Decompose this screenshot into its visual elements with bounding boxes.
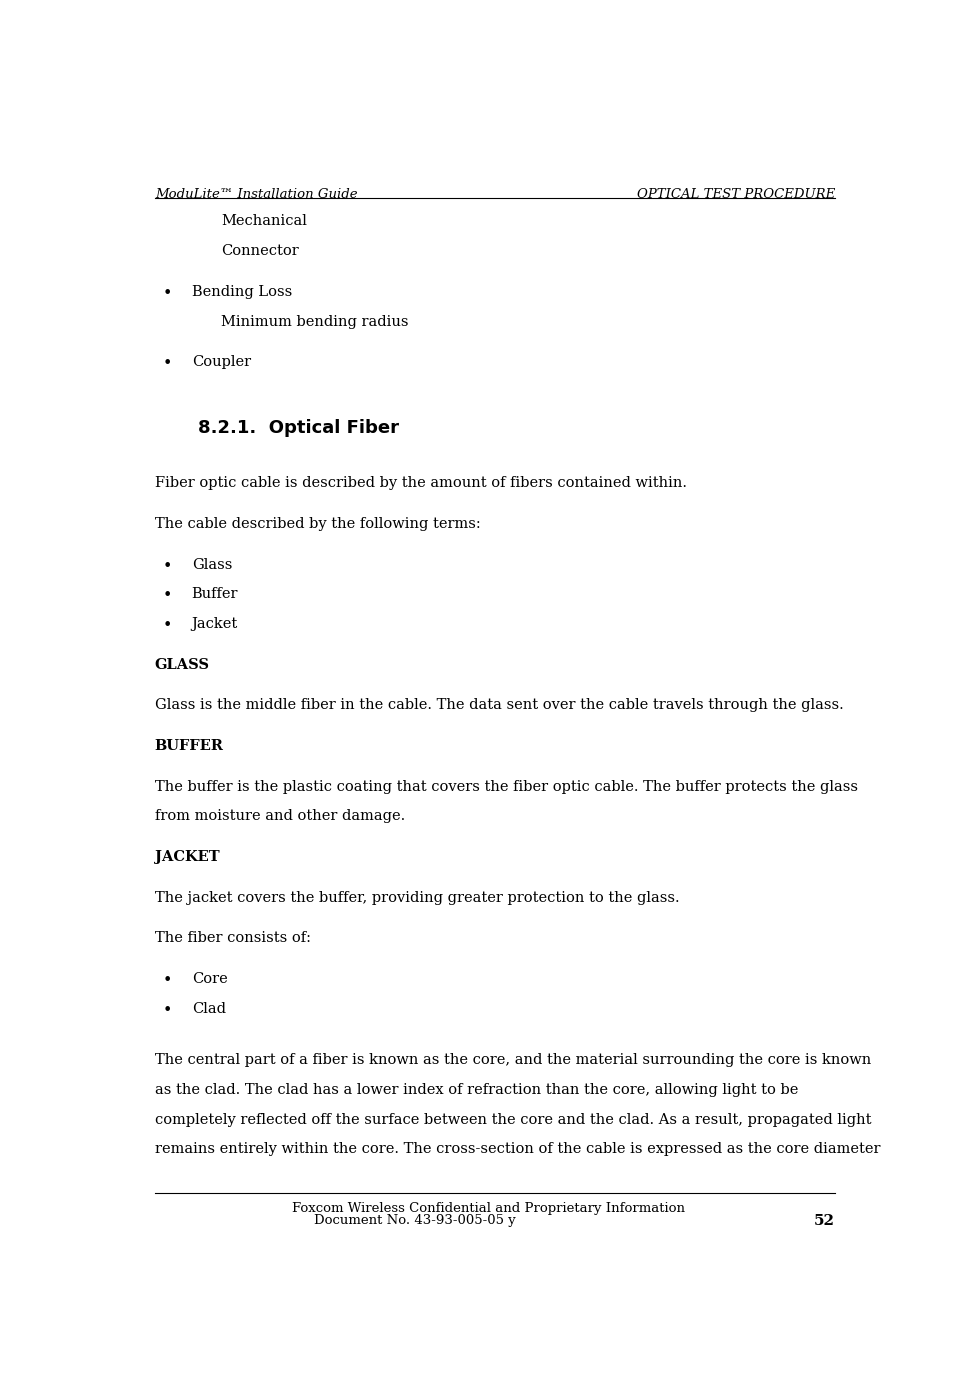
Text: Glass: Glass: [192, 557, 232, 571]
Text: OPTICAL TEST PROCEDURE: OPTICAL TEST PROCEDURE: [636, 187, 834, 201]
Text: 52: 52: [813, 1214, 834, 1228]
Text: The cable described by the following terms:: The cable described by the following ter…: [154, 517, 480, 531]
Text: •: •: [162, 557, 172, 575]
Text: ModuLite™ Installation Guide: ModuLite™ Installation Guide: [154, 187, 357, 201]
Text: Bending Loss: Bending Loss: [192, 284, 292, 299]
Text: Connector: Connector: [221, 244, 298, 258]
Text: •: •: [162, 355, 172, 373]
Text: •: •: [162, 972, 172, 988]
Text: Buffer: Buffer: [192, 588, 238, 602]
Text: as the clad. The clad has a lower index of refraction than the core, allowing li: as the clad. The clad has a lower index …: [154, 1082, 798, 1096]
Text: The jacket covers the buffer, providing greater protection to the glass.: The jacket covers the buffer, providing …: [154, 891, 679, 905]
Text: remains entirely within the core. The cross-section of the cable is expressed as: remains entirely within the core. The cr…: [154, 1142, 880, 1156]
Text: GLASS: GLASS: [154, 658, 210, 672]
Text: Minimum bending radius: Minimum bending radius: [221, 315, 408, 328]
Text: •: •: [162, 617, 172, 635]
Text: Core: Core: [192, 972, 227, 985]
Text: Document No. 43-93-005-05 y: Document No. 43-93-005-05 y: [314, 1214, 516, 1228]
Text: Coupler: Coupler: [192, 355, 251, 369]
Text: The central part of a fiber is known as the core, and the material surrounding t: The central part of a fiber is known as …: [154, 1053, 870, 1067]
Text: The fiber consists of:: The fiber consists of:: [154, 931, 311, 945]
Text: JACKET: JACKET: [154, 850, 219, 863]
Text: The buffer is the plastic coating that covers the fiber optic cable. The buffer : The buffer is the plastic coating that c…: [154, 779, 857, 794]
Text: 8.2.1.  Optical Fiber: 8.2.1. Optical Fiber: [197, 419, 398, 437]
Text: BUFFER: BUFFER: [154, 739, 224, 753]
Text: •: •: [162, 588, 172, 604]
Text: Jacket: Jacket: [192, 617, 237, 632]
Text: •: •: [162, 284, 172, 302]
Text: Fiber optic cable is described by the amount of fibers contained within.: Fiber optic cable is described by the am…: [154, 477, 686, 491]
Text: completely reflected off the surface between the core and the clad. As a result,: completely reflected off the surface bet…: [154, 1113, 870, 1127]
Text: Clad: Clad: [192, 1002, 226, 1016]
Text: Foxcom Wireless Confidential and Proprietary Information: Foxcom Wireless Confidential and Proprie…: [293, 1202, 684, 1214]
Text: •: •: [162, 1002, 172, 1019]
Text: Mechanical: Mechanical: [221, 215, 307, 229]
Text: from moisture and other damage.: from moisture and other damage.: [154, 809, 405, 823]
Text: Glass is the middle fiber in the cable. The data sent over the cable travels thr: Glass is the middle fiber in the cable. …: [154, 699, 842, 712]
